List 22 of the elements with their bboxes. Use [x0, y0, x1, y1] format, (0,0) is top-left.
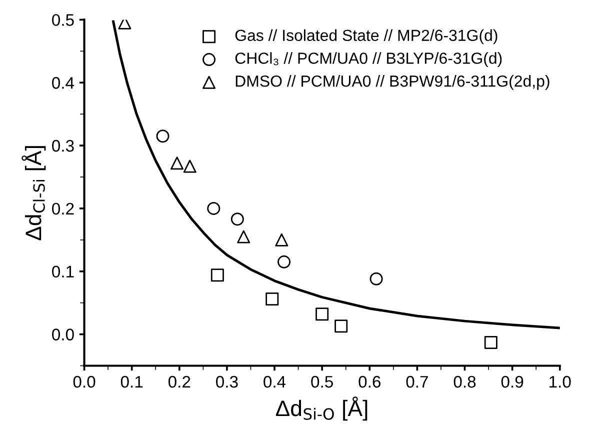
x-tick-label: 1.0 — [550, 376, 571, 388]
y-tick-label: 0.4 — [52, 77, 74, 89]
x-tick-label: 0.4 — [264, 376, 286, 388]
x-tick-label: 0.7 — [406, 376, 428, 388]
y-axis-title: Δd$_{Cl-Si}$ [Å] — [22, 146, 46, 240]
legend-label: DMSO // PCM/UA0 // B3PW91/6-311G(2d,p) — [236, 75, 550, 90]
y-tick-label: 0.0 — [52, 328, 74, 340]
legend-label: CHCl₃ // PCM/UA0 // B3LYP/6-31G(d) — [235, 52, 502, 68]
x-tick-label: 0.0 — [73, 376, 96, 388]
y-tick-label: 0.2 — [52, 202, 74, 215]
y-tick-label: 0.1 — [52, 266, 74, 278]
x-tick-label: 0.5 — [311, 376, 333, 388]
x-tick-label: 0.6 — [358, 376, 380, 388]
x-tick-label: 0.1 — [120, 376, 143, 388]
x-tick-label: 0.9 — [501, 376, 524, 388]
x-tick-label: 0.8 — [454, 376, 476, 388]
x-axis-title: Δd$_{Si-O}$ [Å] — [276, 396, 368, 421]
y-tick-label: 0.3 — [52, 140, 74, 152]
x-tick-label: 0.3 — [216, 376, 238, 388]
x-tick-label: 0.2 — [168, 376, 190, 388]
legend-label: Gas // Isolated State // MP2/6-31G(d) — [235, 29, 498, 44]
y-tick-label: 0.5 — [52, 14, 74, 26]
